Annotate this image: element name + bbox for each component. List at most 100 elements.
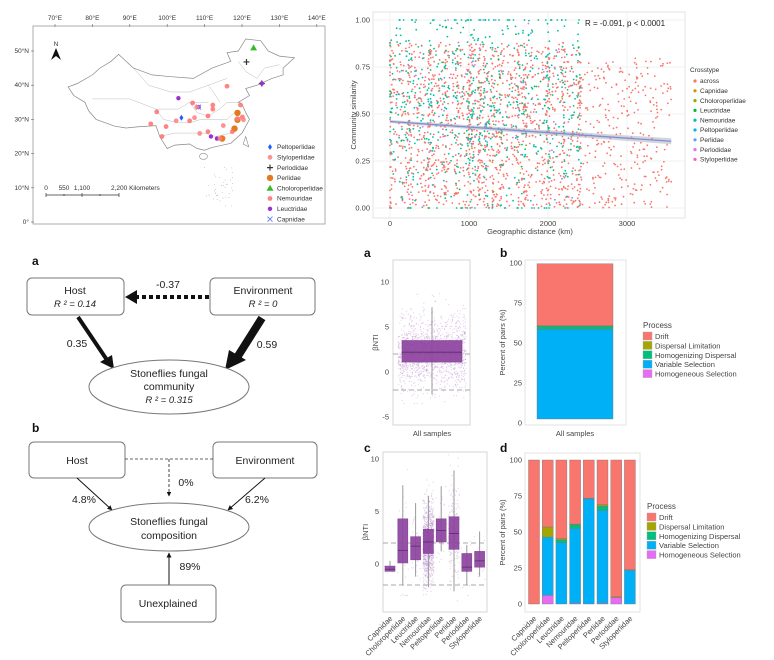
scatter-point <box>472 142 475 145</box>
scatter-point <box>463 92 465 94</box>
jitter-point <box>460 366 462 368</box>
island-dot <box>226 168 227 170</box>
scatter-point <box>479 122 482 124</box>
scatter-point <box>554 187 557 190</box>
scatter-point <box>627 114 630 116</box>
scatter-point <box>392 128 395 131</box>
scatter-point <box>516 62 519 64</box>
scatter-point <box>492 86 495 89</box>
scatter-point <box>445 26 447 29</box>
scatter-point <box>525 170 528 173</box>
scatter-point <box>654 88 657 91</box>
jitter-point <box>426 554 428 556</box>
scatter-point <box>458 116 461 118</box>
scatter-point <box>527 22 530 25</box>
jitter-point <box>422 526 425 528</box>
scatter-point <box>454 193 457 196</box>
island-dot <box>232 183 234 184</box>
scatter-point <box>408 52 411 55</box>
scatter-point <box>471 64 474 66</box>
scatter-point <box>629 100 632 103</box>
scatter-point <box>650 110 652 113</box>
jitter-point <box>424 523 426 526</box>
jitter-point <box>403 325 405 328</box>
legend-swatch <box>693 138 697 142</box>
scatter-point <box>544 162 546 165</box>
jitter-point <box>431 515 434 518</box>
jitter-point <box>413 362 415 364</box>
scatter-point <box>554 67 556 70</box>
jitter-point <box>451 334 453 336</box>
scatter-point <box>533 108 536 111</box>
scatter-point <box>579 80 581 83</box>
correlation-annotation: R = -0.091, p < 0.0001 <box>585 19 666 28</box>
island-dot <box>231 205 233 207</box>
scatter-point <box>515 159 518 162</box>
jitter-point <box>416 560 418 562</box>
scatter-point <box>494 195 497 198</box>
scatter-point <box>471 113 474 116</box>
scatter-point <box>523 178 526 180</box>
scatter-point <box>416 109 419 111</box>
scatter-point <box>477 143 480 146</box>
scatter-point <box>435 50 437 52</box>
scatter-point <box>434 74 436 76</box>
scatter-point <box>460 147 462 150</box>
x-axis-label: Geographic distance (km) <box>487 227 573 236</box>
scatter-point <box>437 159 440 161</box>
scatter-point <box>471 136 474 139</box>
jitter-point <box>464 378 466 380</box>
jitter-point <box>460 365 462 367</box>
scatter-point <box>562 101 565 104</box>
scatter-point <box>408 193 410 196</box>
scatter-point <box>581 87 583 89</box>
scatter-point <box>478 57 481 60</box>
scatter-point <box>395 66 398 69</box>
scatter-point <box>423 86 425 89</box>
jitter-point <box>414 364 416 366</box>
jitter-point <box>429 336 431 338</box>
scatter-point <box>576 49 578 52</box>
scatter-point <box>628 85 630 88</box>
legend-label: Choloroperlidae <box>700 98 746 105</box>
scatter-point <box>445 187 448 189</box>
jitter-point <box>464 386 466 388</box>
scatter-point <box>394 158 397 161</box>
x-tick-label: All samples <box>413 429 452 438</box>
jitter-point <box>433 331 436 333</box>
scatter-point <box>480 144 482 147</box>
scatter-point <box>558 193 561 196</box>
jitter-point <box>462 376 464 378</box>
scatter-point <box>544 76 547 79</box>
jitter-point <box>464 365 466 367</box>
jitter-point <box>463 316 466 318</box>
scatter-point <box>616 165 619 168</box>
scatter-point <box>428 79 431 81</box>
jitter-point <box>457 336 459 338</box>
y-tick-label: 25 <box>514 379 522 388</box>
jitter-point <box>422 563 424 565</box>
scatter-point <box>577 22 580 24</box>
jitter-point <box>421 365 423 367</box>
scatter-point <box>491 161 494 164</box>
jitter-point <box>406 375 408 377</box>
jitter-point <box>444 386 446 388</box>
jitter-point <box>410 308 412 310</box>
jitter-point <box>415 335 417 337</box>
scatter-point <box>579 86 582 89</box>
jitter-point <box>417 337 419 339</box>
jitter-point <box>428 564 431 566</box>
jitter-point <box>414 385 416 387</box>
scatter-point <box>646 144 649 147</box>
scatter-point <box>493 95 496 98</box>
scatter-point <box>392 52 395 54</box>
jitter-point <box>441 363 443 365</box>
scatter-point <box>511 147 514 150</box>
legend-label: Peltoperlidae <box>700 127 738 134</box>
scatter-point <box>475 133 478 136</box>
scatter-point <box>453 168 456 171</box>
scatter-point <box>506 105 509 108</box>
scatter-point <box>457 102 460 105</box>
scatter-point <box>548 153 550 156</box>
scatter-point <box>488 136 490 139</box>
